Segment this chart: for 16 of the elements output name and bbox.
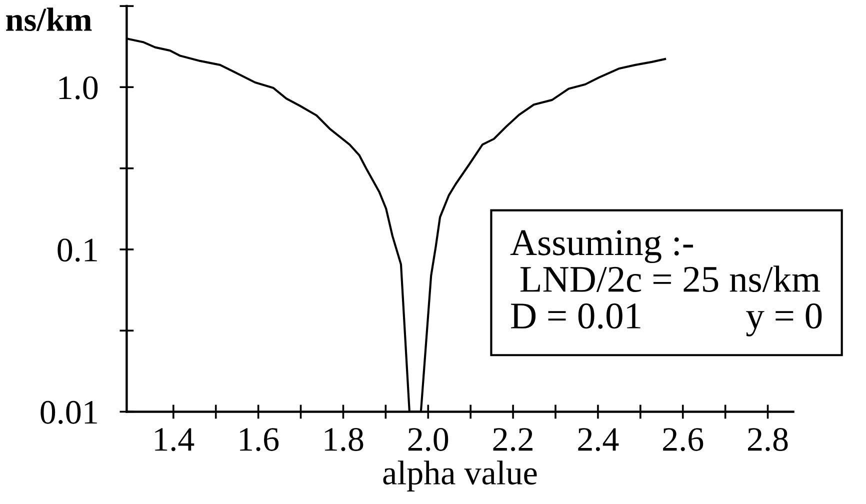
x-tick-label: 2.0 (408, 428, 448, 452)
y-tick-label: 0.01 (40, 400, 97, 424)
x-tick-label: 1.6 (240, 428, 279, 452)
x-tick-label: 2.6 (663, 428, 704, 452)
y-tick-label: 1.0 (59, 76, 98, 100)
x-tick-label: 2.2 (493, 428, 532, 452)
x-axis-title: alpha value (383, 460, 537, 492)
x-tick-label: 2.8 (748, 428, 788, 452)
x-tick-label: 1.8 (324, 428, 364, 452)
annotation: D = 0.01 y = 0 (511, 303, 822, 336)
annotation: Assuming :- (510, 230, 693, 264)
y-axis-title: ns/km (6, 8, 92, 32)
annotation: LND/2c = 25 ns/km (520, 266, 820, 292)
y-tick-label: 0.1 (58, 238, 97, 262)
x-tick-label: 1.4 (155, 428, 194, 452)
x-tick-label: 2.4 (578, 428, 619, 452)
